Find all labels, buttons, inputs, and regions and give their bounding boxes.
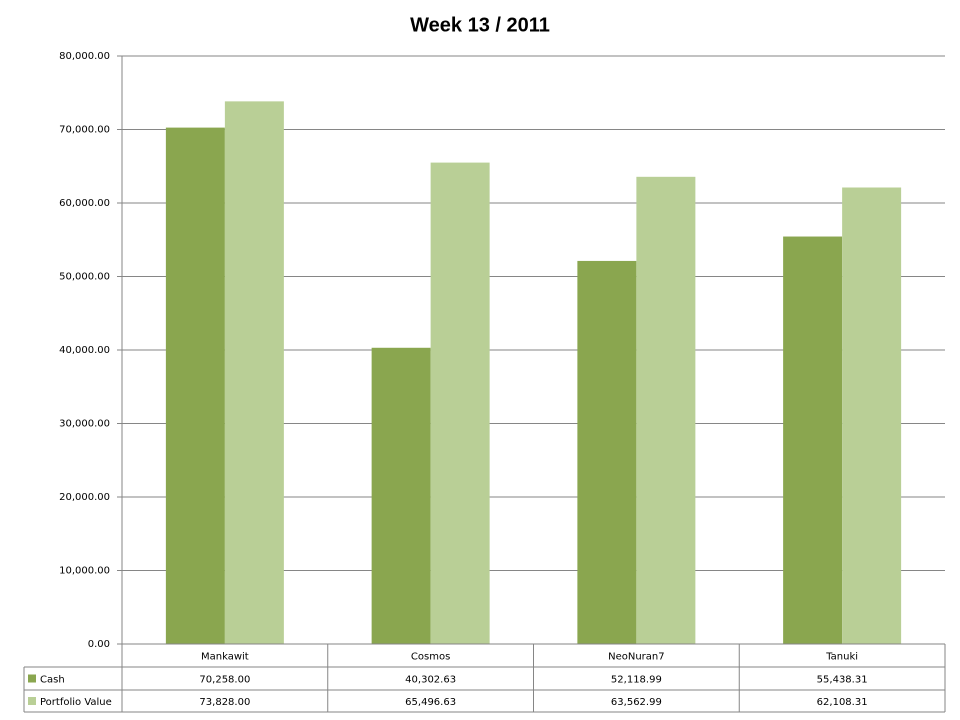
y-tick-label: 40,000.00 [59,345,110,356]
table-value: 65,496.63 [405,697,456,708]
y-tick-label: 80,000.00 [59,51,110,62]
table-value: 52,118.99 [611,675,662,686]
chart-title: Week 13 / 2011 [410,14,550,36]
bar [371,347,431,644]
legend-label: Portfolio Value [40,697,112,708]
x-tick-label: Mankawit [201,652,249,663]
table-value: 63,562.99 [611,697,662,708]
bar [636,176,696,645]
y-tick-label: 20,000.00 [59,492,110,503]
bar [165,127,225,644]
x-tick-label: Cosmos [411,652,450,663]
bar [224,101,284,644]
y-tick-label: 10,000.00 [59,566,110,577]
y-tick-label: 50,000.00 [59,272,110,283]
legend-label: Cash [40,675,65,686]
bar [430,162,490,644]
legend-swatch [28,674,36,683]
y-tick-label: 70,000.00 [59,125,110,136]
y-tick-label: 30,000.00 [59,419,110,430]
x-tick-label: NeoNuran7 [608,652,665,663]
table-value: 55,438.31 [817,675,868,686]
bar [842,187,902,645]
table-value: 40,302.63 [405,675,456,686]
legend-swatch [28,697,36,705]
table-value: 62,108.31 [817,697,868,708]
y-tick-label: 60,000.00 [59,198,110,209]
x-tick-label: Tanuki [825,652,858,663]
table-value: 70,258.00 [199,675,250,686]
y-tick-label: 0.00 [88,639,110,650]
bar [783,236,843,644]
bar [577,260,637,644]
table-value: 73,828.00 [199,697,250,708]
